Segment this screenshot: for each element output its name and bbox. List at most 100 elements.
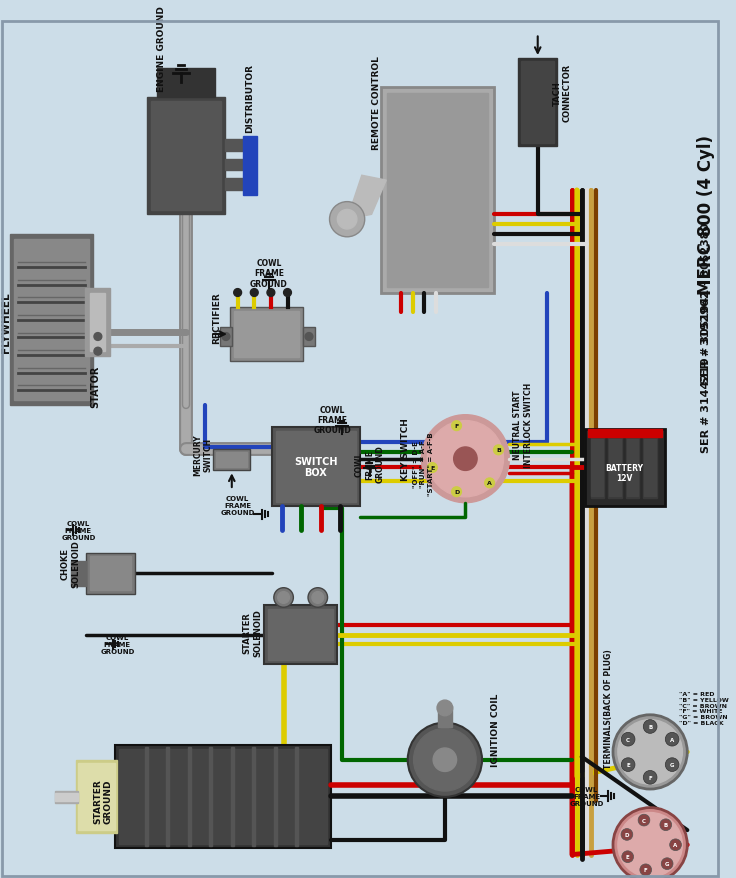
- Text: COWL
FRAME
GROUND: COWL FRAME GROUND: [355, 445, 384, 483]
- Text: FLYWHEEL: FLYWHEEL: [1, 292, 11, 353]
- Circle shape: [277, 592, 289, 604]
- Circle shape: [670, 839, 682, 851]
- Bar: [626, 440, 638, 496]
- Bar: [55, 793, 78, 801]
- Circle shape: [452, 421, 461, 431]
- Text: COWL
FRAME
GROUND: COWL FRAME GROUND: [100, 635, 135, 655]
- Bar: [14, 240, 89, 400]
- Circle shape: [494, 445, 503, 455]
- Text: "START" = A-F-B: "START" = A-F-B: [428, 432, 434, 496]
- Text: SWITCH
BOX: SWITCH BOX: [294, 457, 338, 478]
- Text: RECTIFIER: RECTIFIER: [213, 291, 222, 343]
- Circle shape: [414, 729, 476, 791]
- Circle shape: [453, 448, 477, 471]
- Text: MERCURY
SWITCH: MERCURY SWITCH: [193, 434, 212, 475]
- Text: STATOR: STATOR: [90, 364, 100, 407]
- Text: E: E: [431, 465, 434, 471]
- Circle shape: [643, 771, 657, 784]
- Text: B: B: [648, 724, 652, 729]
- Circle shape: [485, 479, 495, 488]
- Bar: [209, 747, 212, 846]
- Bar: [166, 747, 169, 846]
- Text: A: A: [487, 481, 492, 486]
- Bar: [626, 437, 640, 498]
- Bar: [518, 59, 557, 147]
- Bar: [272, 428, 360, 506]
- Bar: [216, 452, 247, 468]
- Bar: [116, 745, 330, 848]
- Text: COWL
FRAME
GROUND: COWL FRAME GROUND: [570, 786, 604, 806]
- Text: A: A: [670, 737, 674, 742]
- Bar: [587, 430, 662, 437]
- Bar: [590, 437, 604, 498]
- Text: COWL
FRAME
GROUND: COWL FRAME GROUND: [221, 495, 255, 515]
- Circle shape: [94, 334, 102, 341]
- Text: DISTRIBUTOR: DISTRIBUTOR: [245, 63, 254, 133]
- Bar: [234, 312, 300, 357]
- Text: A: A: [673, 842, 678, 847]
- Circle shape: [621, 732, 635, 746]
- Circle shape: [250, 289, 258, 297]
- Bar: [644, 440, 656, 496]
- Bar: [608, 437, 622, 498]
- Text: TACH
CONNECTOR: TACH CONNECTOR: [553, 64, 572, 122]
- Text: REMOTE CONTROL: REMOTE CONTROL: [372, 56, 381, 149]
- Circle shape: [422, 415, 509, 503]
- Bar: [303, 327, 315, 347]
- Bar: [145, 747, 148, 846]
- Bar: [609, 440, 620, 496]
- Text: C: C: [626, 737, 630, 742]
- Bar: [438, 706, 452, 728]
- Bar: [157, 68, 215, 98]
- Bar: [90, 557, 131, 590]
- Bar: [584, 430, 665, 506]
- Bar: [276, 432, 356, 502]
- Bar: [10, 234, 93, 406]
- Circle shape: [621, 758, 635, 772]
- Bar: [188, 747, 191, 846]
- Circle shape: [665, 732, 679, 746]
- Text: G: G: [670, 762, 674, 767]
- Circle shape: [622, 851, 634, 862]
- Text: STARTER
GROUND: STARTER GROUND: [93, 779, 113, 824]
- Circle shape: [267, 289, 275, 297]
- Text: BATTERY
12V: BATTERY 12V: [606, 463, 644, 483]
- Circle shape: [308, 588, 328, 608]
- Text: G: G: [665, 861, 669, 867]
- Bar: [381, 88, 494, 293]
- Text: TERMINALS(BACK OF PLUG): TERMINALS(BACK OF PLUG): [604, 648, 612, 768]
- Circle shape: [274, 588, 294, 608]
- Text: KEY SWITCH: KEY SWITCH: [401, 418, 410, 481]
- Bar: [77, 759, 118, 833]
- Bar: [252, 747, 255, 846]
- Text: IGNITION COIL: IGNITION COIL: [491, 693, 500, 766]
- Text: F: F: [644, 867, 648, 873]
- Bar: [268, 609, 333, 660]
- Bar: [225, 179, 244, 191]
- Text: STARTER
SOLENOID: STARTER SOLENOID: [243, 608, 262, 656]
- Text: CHOKE
SOLENOID: CHOKE SOLENOID: [61, 540, 80, 587]
- Circle shape: [283, 289, 291, 297]
- Circle shape: [621, 829, 633, 840]
- Text: "RUN" = A-F: "RUN" = A-F: [420, 440, 426, 488]
- Text: NEUTRAL START
INTERLOCK SWITCH: NEUTRAL START INTERLOCK SWITCH: [514, 383, 533, 468]
- Text: COWL
FRAME
GROUND: COWL FRAME GROUND: [250, 259, 288, 289]
- Bar: [243, 137, 257, 196]
- Text: "OFF" = D-E: "OFF" = D-E: [413, 441, 419, 487]
- Circle shape: [640, 864, 651, 875]
- Bar: [295, 747, 298, 846]
- Circle shape: [643, 720, 657, 733]
- Circle shape: [428, 421, 503, 497]
- Circle shape: [234, 289, 241, 297]
- Text: SER # 3051041 - 3052380: SER # 3051041 - 3052380: [701, 222, 711, 384]
- Text: D: D: [625, 832, 629, 837]
- Circle shape: [330, 203, 365, 238]
- Polygon shape: [347, 176, 386, 220]
- Text: "A" = RED
"B" = YELLOW
"C" = BROWN
"F" = WHITE
"G" = BROWN
"D" = BLACK: "A" = RED "B" = YELLOW "C" = BROWN "F" =…: [679, 691, 729, 725]
- Bar: [119, 749, 327, 844]
- Circle shape: [305, 334, 313, 341]
- Circle shape: [638, 814, 650, 826]
- Bar: [521, 61, 554, 144]
- Circle shape: [312, 592, 324, 604]
- Bar: [225, 140, 244, 152]
